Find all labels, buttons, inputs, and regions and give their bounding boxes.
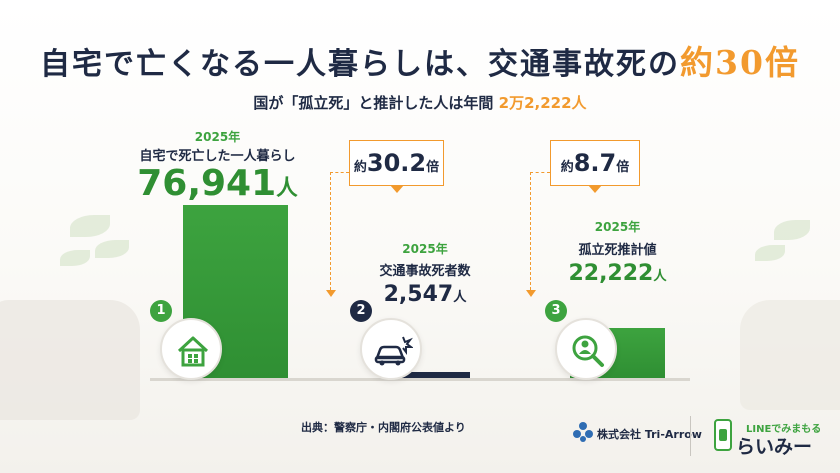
background-sofa-right [740,300,840,410]
icon-circle [160,318,222,380]
title-emphasis: 約30倍 [680,43,800,82]
year-label: 2025年 [194,130,241,144]
title-text: 自宅で亡くなる一人暮らしは、交通事故死の [40,47,681,82]
brand-company: 株式会社 Tri-Arrow [597,428,702,441]
number-badge: 3 [545,300,567,322]
tri-arrow-logo-icon [573,422,593,442]
ratio-value: 8.7 [573,149,617,177]
brand-service-tagline: LINEでみまもる [746,424,822,435]
ratio-prefix: 約 [560,160,574,175]
category-label: 自宅で死亡した一人暮らし [139,149,296,164]
ratio-arrow [526,290,536,297]
number-badge: 1 [150,300,172,322]
value-number: 2,547 [383,282,454,307]
background-leaf [774,220,810,240]
category-label: 孤立死推計値 [578,243,657,259]
value-number: 22,222 [568,261,654,287]
background-leaf [60,250,90,266]
house-icon [177,336,209,367]
number-badge: 2 [350,300,372,322]
phone-icon [714,419,732,451]
ratio-arrow [326,290,336,297]
page-subtitle: 国が「孤立死」と推計した人は年間 2万2,222人 [0,92,840,113]
icon-circle [360,318,422,380]
ratio-connector [330,172,349,173]
value-label: 76,941人 [98,163,338,204]
chart-baseline [150,378,690,381]
ratio-suffix: 倍 [426,160,440,175]
background-sofa-left [0,300,140,420]
ratio-callout: 約8.7倍 [550,140,640,193]
page-title: 自宅で亡くなる一人暮らしは、交通事故死の約30倍 [0,36,840,84]
value-label: 2,547人 [305,282,545,307]
ratio-callout: 約30.2倍 [349,140,444,193]
background-leaf [755,245,785,261]
value-unit: 人 [453,290,467,305]
ratio-connector [330,172,331,290]
source-note: 出典：警察庁・内閣府公表値より [301,421,466,434]
background-leaf [95,240,129,258]
value-unit: 人 [653,269,667,285]
background-leaf [70,215,110,237]
year-label: 2025年 [402,242,448,256]
ratio-connector [530,172,550,173]
ratio-prefix: 約 [353,160,367,175]
ratio-suffix: 倍 [616,160,630,175]
ratio-connector [530,172,531,290]
car-crash-icon [374,336,413,366]
value-number: 76,941 [137,163,277,204]
ratio-value: 30.2 [366,149,427,177]
subtitle-emphasis: 2万2,222人 [498,94,587,112]
brand-service-name: らいみー [736,436,813,458]
value-label: 22,222人 [498,261,738,286]
magnifier-person-icon [572,335,604,367]
bar [390,372,470,378]
category-label: 交通事故死者数 [379,264,471,279]
subtitle-text: 国が「孤立死」と推計した人は年間 [253,94,494,112]
year-label: 2025年 [594,220,641,235]
value-unit: 人 [276,176,298,201]
icon-circle [555,318,617,380]
brand-divider [690,416,691,456]
